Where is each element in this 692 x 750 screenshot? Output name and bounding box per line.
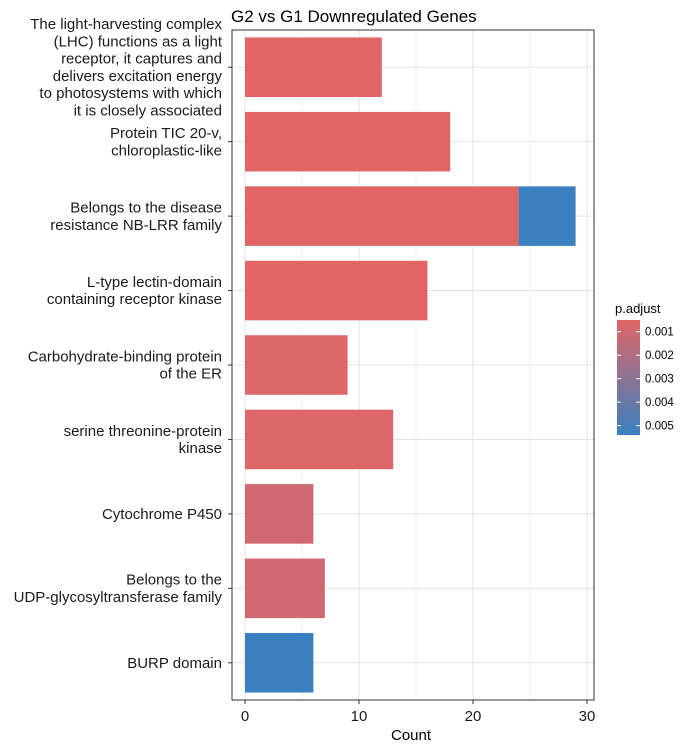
colorbar-ticks: 0.001 0.002 0.003 0.004 0.005 xyxy=(617,327,674,433)
category-label: Carbohydrate-binding protein of the ER xyxy=(28,348,222,382)
category-label-line: delivers excitation energy xyxy=(53,68,223,85)
category-label-line: it is closely associated xyxy=(74,102,222,119)
category-label-line: to photosystems with which xyxy=(39,85,222,102)
category-label-line: serine threonine-protein xyxy=(64,423,222,440)
category-label-line: Belongs to the disease xyxy=(70,199,222,216)
colorbar xyxy=(617,320,640,435)
category-label: Belongs to the UDP-glycosyltransferase fa… xyxy=(14,572,223,606)
x-tick-label: 30 xyxy=(579,708,596,725)
colorbar-tick-label: 0.005 xyxy=(645,421,674,433)
category-labels: The light-harvesting complex (LHC) functi… xyxy=(14,16,232,672)
bar-segment xyxy=(245,260,428,321)
category-label: L-type lectin-domain containing receptor … xyxy=(47,274,222,308)
category-label: Cytochrome P450 xyxy=(102,506,222,523)
bar-segment xyxy=(245,111,451,172)
category-label: Belongs to the disease resistance NB-LRR … xyxy=(50,199,222,233)
category-label: serine threonine-protein kinase xyxy=(64,423,222,457)
category-label-line: receptor, it captures and xyxy=(61,51,222,68)
bar-segment xyxy=(245,633,314,693)
category-label-line: UDP-glycosyltransferase family xyxy=(14,589,223,606)
category-label-line: Protein TIC 20-v, xyxy=(110,125,222,142)
category-label-line: chloroplastic-like xyxy=(111,142,222,159)
category-label-line: BURP domain xyxy=(127,655,222,672)
colorbar-tick-label: 0.001 xyxy=(645,327,674,339)
bars xyxy=(245,37,576,693)
x-axis-title: Count xyxy=(391,727,432,744)
category-label-line: Cytochrome P450 xyxy=(102,506,222,523)
colorbar-tick-label: 0.004 xyxy=(645,397,674,409)
legend-title: p.adjust xyxy=(615,301,661,316)
bar-segment xyxy=(518,186,576,246)
x-tick-label: 0 xyxy=(241,708,249,725)
bar-segment xyxy=(245,484,314,544)
bar-segment xyxy=(245,37,382,97)
category-label-line: Belongs to the xyxy=(126,572,222,589)
bar-segment xyxy=(245,186,519,246)
category-label-line: resistance NB-LRR family xyxy=(50,217,222,234)
colorbar-tick-label: 0.003 xyxy=(645,374,674,386)
colorbar-tick-label: 0.002 xyxy=(645,350,674,362)
category-label-line: The light-harvesting complex xyxy=(30,16,222,33)
category-label-line: L-type lectin-domain xyxy=(87,274,222,291)
category-label-line: of the ER xyxy=(159,366,222,383)
category-label: BURP domain xyxy=(127,655,222,672)
bar-segment xyxy=(245,335,348,395)
category-label-line: containing receptor kinase xyxy=(47,291,222,308)
category-label-line: Carbohydrate-binding protein xyxy=(28,348,222,365)
x-tick-label: 20 xyxy=(465,708,482,725)
category-label: The light-harvesting complex (LHC) functi… xyxy=(30,16,223,120)
category-label: Protein TIC 20-v, chloroplastic-like xyxy=(110,125,222,159)
category-label-line: (LHC) functions as a light xyxy=(54,33,223,50)
bar-segment xyxy=(245,558,325,619)
x-tick-label: 10 xyxy=(351,708,368,725)
category-label-line: kinase xyxy=(179,440,222,457)
bar-segment xyxy=(245,409,394,470)
colorbar-legend: p.adjust 0.001 0.002 0.003 0.004 0.005 xyxy=(615,301,674,435)
x-axis-ticks: 0 10 20 30 xyxy=(241,700,596,725)
chart-title: G2 vs G1 Downregulated Genes xyxy=(231,7,477,26)
